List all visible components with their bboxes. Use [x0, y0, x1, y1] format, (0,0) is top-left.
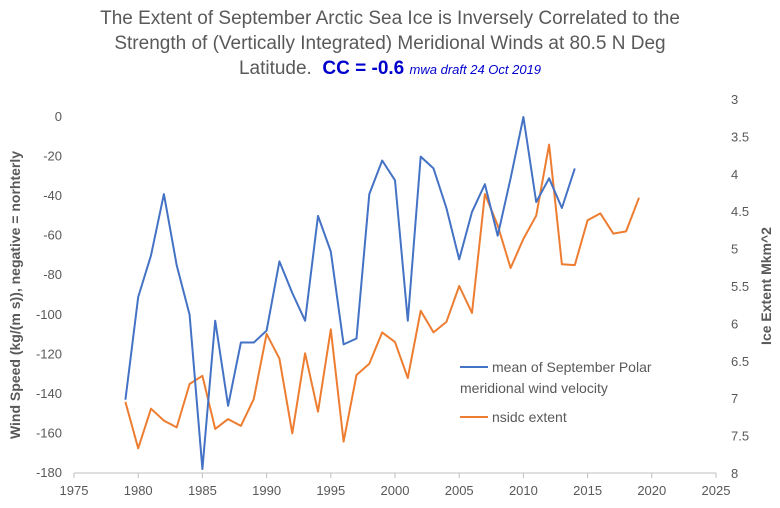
y-tick-label: 0	[55, 109, 62, 124]
x-tick-label: 1985	[188, 483, 217, 498]
wind-velocity-series-line	[124, 116, 576, 470]
y-tick-label: -160	[36, 425, 62, 440]
y2-tick-label: 6.5	[731, 354, 749, 369]
y2-tick-label: 5.5	[731, 279, 749, 294]
axes-group: 1975 1980 1985 1990 1995 2000 2005 2010 2015 2020…	[7, 92, 774, 498]
y2-tick-label: 3.5	[731, 129, 749, 144]
x-tick-label: 2010	[509, 483, 538, 498]
y2-tick-label: 3	[731, 92, 738, 107]
y-tick-label: -80	[43, 267, 62, 282]
legend-label-ice: nsidc extent	[492, 409, 567, 425]
x-tick-label: 1995	[316, 483, 345, 498]
x-tick-label: 2000	[381, 483, 410, 498]
y2-tick-label: 4.5	[731, 204, 749, 219]
y-tick-label: -20	[43, 149, 62, 164]
y2-tick-label: 6	[731, 316, 738, 331]
chart-title: The Extent of September Arctic Sea Ice i…	[40, 6, 740, 82]
x-tick-label: 2005	[445, 483, 474, 498]
legend-label-wind-line1: mean of September Polar	[492, 359, 652, 375]
y-tick-label: -60	[43, 228, 62, 243]
y-tick-label: -180	[36, 465, 62, 480]
x-tick-label: 2015	[573, 483, 602, 498]
y2-tick-label: 7	[731, 391, 738, 406]
title-line-1: The Extent of September Arctic Sea Ice i…	[100, 8, 680, 29]
legend-label-wind-line2: meridional wind velocity	[460, 380, 608, 396]
title-line-2: Strength of (Vertically Integrated) Meri…	[114, 33, 666, 54]
x-tick-label: 2020	[637, 483, 666, 498]
title-line-3-text: Latitude.	[238, 58, 312, 79]
x-tick-label: 1975	[60, 483, 89, 498]
y2-tick-label: 4	[731, 167, 738, 182]
draft-note: mwa draft 24 Oct 2019	[409, 62, 542, 77]
x-tick-label: 2025	[702, 483, 731, 498]
y2-axis-title: Ice Extent Mkm^2	[758, 227, 774, 345]
y2-tick-label: 8	[731, 466, 738, 481]
y-tick-label: -140	[36, 386, 62, 401]
legend: mean of September Polar meridional wind v…	[460, 359, 652, 425]
series-group	[124, 116, 640, 470]
x-tick-label: 1990	[252, 483, 281, 498]
y2-tick-label: 5	[731, 242, 738, 257]
y-tick-label: -40	[43, 188, 62, 203]
ice-extent-series-line	[124, 143, 640, 450]
y2-tick-label: 7.5	[731, 429, 749, 444]
y-axis-title: Wind Speed (kg/(m s)), negative = norhte…	[7, 151, 23, 439]
y-tick-label: -100	[36, 307, 62, 322]
title-line-3: Latitude. CC = -0.6 mwa draft 24 Oct 201…	[40, 56, 740, 82]
correlation-label: CC = -0.6	[322, 58, 405, 79]
y-tick-label: -120	[36, 346, 62, 361]
x-tick-label: 1980	[124, 483, 153, 498]
